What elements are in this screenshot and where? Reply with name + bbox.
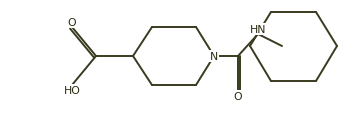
Text: HO: HO [63,85,80,95]
Text: HN: HN [250,25,266,35]
Text: O: O [234,91,242,101]
Text: N: N [210,52,218,61]
Text: O: O [68,18,76,28]
